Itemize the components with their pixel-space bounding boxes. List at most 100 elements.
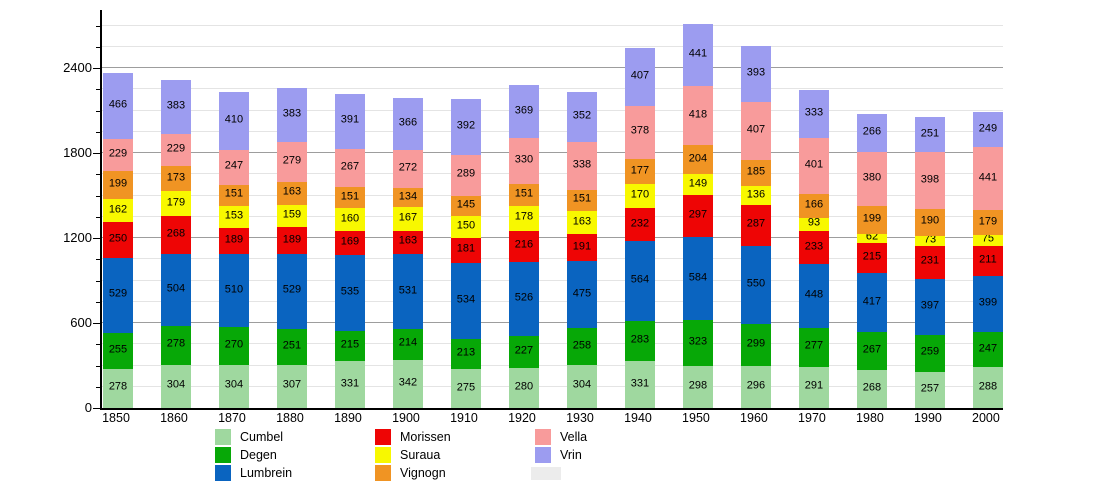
bar-segment-suraua: 160 xyxy=(334,208,365,231)
bar-value-label: 407 xyxy=(630,69,650,82)
bar-value-label: 504 xyxy=(166,282,186,295)
bar-1920: 280 227 526 216 178 151 330 369 xyxy=(508,85,539,408)
bar-value-label: 399 xyxy=(978,296,998,309)
bar-segment-cumbel: 288 xyxy=(972,367,1003,408)
bar-value-label: 448 xyxy=(804,288,824,301)
legend-label: Vrin xyxy=(560,448,582,462)
bar-segment-vrin: 333 xyxy=(798,90,829,138)
bar-value-label: 270 xyxy=(224,338,244,351)
y-tick xyxy=(93,408,100,410)
y-tick xyxy=(96,259,100,261)
bar-segment-vrin: 383 xyxy=(276,87,307,143)
bar-value-label: 299 xyxy=(746,337,766,350)
bar-value-label: 173 xyxy=(166,171,186,184)
gridline xyxy=(102,364,1003,366)
bar-value-label: 151 xyxy=(224,187,244,200)
bar-value-label: 304 xyxy=(572,379,592,392)
bar-value-label: 392 xyxy=(456,119,476,132)
bar-value-label: 272 xyxy=(398,161,418,174)
bar-value-label: 227 xyxy=(514,344,534,357)
legend-item-vella: Vella xyxy=(535,429,587,445)
bar-segment-vignogn: 151 xyxy=(218,184,249,206)
bar-segment-vignogn: 199 xyxy=(856,205,887,234)
bar-segment-suraua: 179 xyxy=(160,190,191,217)
bar-value-label: 190 xyxy=(920,214,940,227)
bar-value-label: 535 xyxy=(340,285,360,298)
bar-value-label: 145 xyxy=(456,198,476,211)
bar-segment-vignogn: 179 xyxy=(972,209,1003,236)
bar-segment-lumbrein: 529 xyxy=(103,257,133,333)
bar-segment-degen: 277 xyxy=(798,327,829,367)
y-tick-label: 0 xyxy=(84,400,92,416)
bar-segment-lumbrein: 448 xyxy=(798,264,829,328)
bar-value-label: 170 xyxy=(630,188,650,201)
bar-segment-degen: 247 xyxy=(972,332,1003,368)
legend-blank-swatch xyxy=(531,467,561,480)
x-tick-label: 1870 xyxy=(218,411,246,425)
bar-value-label: 167 xyxy=(398,211,418,224)
bar-segment-morissen: 191 xyxy=(566,234,597,262)
bar-segment-suraua: 178 xyxy=(508,205,539,232)
bar-segment-morissen: 169 xyxy=(334,230,365,255)
gridline xyxy=(102,237,1003,238)
bar-segment-vrin: 369 xyxy=(508,85,539,138)
bar-segment-vignogn: 166 xyxy=(798,194,829,218)
bar-value-label: 213 xyxy=(456,346,476,359)
legend-swatch xyxy=(535,447,551,463)
gridline xyxy=(102,152,1003,153)
bar-1860: 304 278 504 268 179 173 229 383 xyxy=(160,79,191,408)
gridline xyxy=(102,67,1003,68)
bar-segment-suraua: 93 xyxy=(798,218,829,232)
bar-1870: 304 270 510 189 153 151 247 410 xyxy=(218,91,249,408)
bar-segment-cumbel: 304 xyxy=(218,364,249,408)
bar-value-label: 73 xyxy=(923,233,937,246)
legend-swatch xyxy=(375,465,391,481)
legend-label: Cumbel xyxy=(240,430,284,444)
bar-segment-vella: 267 xyxy=(334,149,365,187)
bar-value-label: 247 xyxy=(978,342,998,355)
bar-value-label: 247 xyxy=(224,159,244,172)
bar-value-label: 369 xyxy=(514,104,534,117)
bar-segment-lumbrein: 399 xyxy=(972,275,1003,333)
y-tick-label: 600 xyxy=(70,315,92,331)
bar-segment-vignogn: 185 xyxy=(740,159,771,186)
bar-value-label: 216 xyxy=(514,238,534,251)
bar-value-label: 397 xyxy=(920,299,940,312)
legend-swatch xyxy=(535,429,551,445)
bar-segment-lumbrein: 475 xyxy=(566,261,597,329)
bar-segment-vignogn: 151 xyxy=(508,184,539,206)
bar-segment-suraua: 163 xyxy=(566,210,597,235)
legend-label: Vignogn xyxy=(400,466,446,480)
bar-segment-vella: 441 xyxy=(972,147,1003,210)
bar-segment-suraua: 62 xyxy=(856,231,887,243)
bar-value-label: 475 xyxy=(572,287,592,300)
bar-value-label: 279 xyxy=(282,154,302,167)
bar-segment-degen: 213 xyxy=(450,338,481,370)
bar-segment-vella: 380 xyxy=(856,151,887,206)
gridline xyxy=(102,24,1003,26)
bar-value-label: 338 xyxy=(572,158,592,171)
bar-value-label: 529 xyxy=(108,287,128,300)
bar-1950: 298 323 584 297 149 204 418 441 xyxy=(682,23,713,408)
legend-label: Suraua xyxy=(400,448,441,462)
y-tick-label: 1200 xyxy=(63,230,92,246)
bar-segment-vella: 289 xyxy=(450,154,481,196)
gridline xyxy=(102,343,1003,345)
bar-segment-cumbel: 278 xyxy=(103,368,133,408)
bar-value-label: 166 xyxy=(804,198,824,211)
y-tick xyxy=(96,195,100,197)
bar-value-label: 383 xyxy=(282,107,302,120)
legend-swatch xyxy=(375,447,391,463)
y-tick xyxy=(96,216,100,218)
bar-value-label: 398 xyxy=(920,173,940,186)
bar-segment-suraua: 150 xyxy=(450,216,481,238)
y-tick xyxy=(93,238,100,240)
bar-value-label: 534 xyxy=(456,293,476,306)
bar-segment-vella: 330 xyxy=(508,137,539,185)
bar-segment-morissen: 189 xyxy=(218,227,249,255)
bar-segment-degen: 227 xyxy=(508,336,539,369)
bar-segment-vignogn: 134 xyxy=(392,188,423,208)
bar-value-label: 275 xyxy=(456,381,476,394)
bar-1880: 307 251 529 189 159 163 279 383 xyxy=(276,87,307,408)
legend-item-vignogn: Vignogn xyxy=(375,465,446,481)
